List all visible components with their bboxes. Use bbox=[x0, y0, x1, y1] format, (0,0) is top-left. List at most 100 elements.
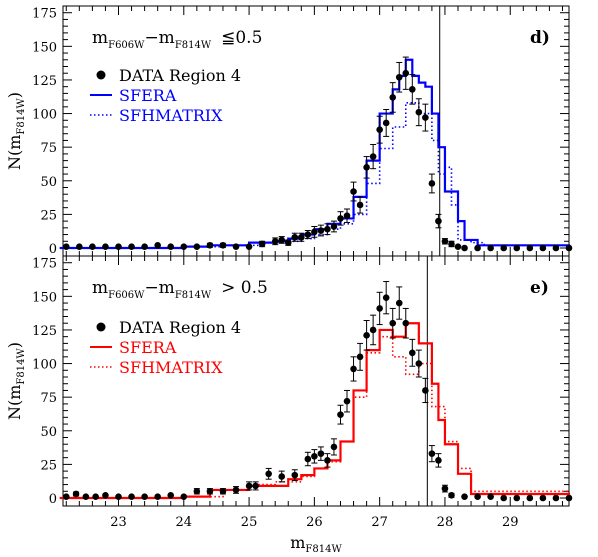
data-point bbox=[350, 188, 357, 195]
legend-sfhmatrix-label: SFHMATRIX bbox=[119, 106, 223, 125]
data-point bbox=[441, 237, 449, 245]
y-tick-label: 75 bbox=[40, 391, 57, 406]
data-point bbox=[448, 240, 455, 248]
y-tick-label: 150 bbox=[32, 290, 57, 305]
y-tick-label: 25 bbox=[40, 458, 57, 473]
y-tick-label: 150 bbox=[32, 40, 57, 55]
data-point bbox=[500, 244, 508, 252]
data-point bbox=[500, 494, 508, 502]
data-point bbox=[526, 494, 534, 502]
data-point bbox=[324, 457, 331, 464]
x-tick-label: 28 bbox=[437, 515, 454, 530]
data-point bbox=[167, 243, 175, 250]
legend-data-label: DATA Region 4 bbox=[119, 66, 241, 85]
x-tick-label: 25 bbox=[241, 515, 258, 530]
data-point bbox=[330, 443, 338, 451]
data-point bbox=[291, 471, 299, 479]
data-point bbox=[102, 492, 109, 499]
x-tick-label: 24 bbox=[176, 515, 193, 530]
legend-sfhmatrix-label: SFHMATRIX bbox=[119, 358, 223, 377]
data-point bbox=[311, 228, 318, 236]
panel-e-frame bbox=[62, 255, 570, 507]
data-point bbox=[474, 244, 481, 252]
x-tick-label: 29 bbox=[502, 515, 519, 530]
data-point bbox=[278, 473, 286, 480]
data-point bbox=[350, 365, 357, 373]
data-point bbox=[102, 243, 109, 250]
data-point bbox=[376, 305, 383, 312]
data-point bbox=[363, 332, 370, 339]
data-point bbox=[271, 237, 279, 245]
data-point bbox=[304, 231, 312, 238]
y-tick-label: 100 bbox=[32, 358, 57, 373]
y-tick-label: 0 bbox=[49, 242, 57, 257]
panel-d-legend: DATA Region 4 SFERA SFHMATRIX bbox=[90, 66, 241, 125]
data-point bbox=[389, 319, 397, 327]
panel-d-ylabel: N(mF814W) bbox=[5, 92, 27, 170]
y-tick-label: 50 bbox=[40, 175, 57, 190]
data-point bbox=[232, 486, 240, 494]
sfhmatrix-histogram bbox=[59, 335, 570, 499]
y-tick-label: 175 bbox=[32, 7, 57, 22]
data-point bbox=[376, 126, 383, 133]
data-point bbox=[382, 119, 390, 127]
data-point bbox=[356, 353, 364, 361]
svg-text:mF606W−mF814W> 0.5: mF606W−mF814W > 0.5 bbox=[92, 278, 268, 301]
data-point bbox=[304, 455, 312, 463]
data-point bbox=[193, 487, 201, 495]
data-point bbox=[258, 240, 266, 248]
data-point bbox=[539, 244, 547, 252]
data-point bbox=[487, 493, 494, 500]
panel-d-label: d) bbox=[530, 28, 550, 48]
data-point bbox=[441, 485, 449, 492]
svg-text:mF606W−mF814W≦0.5: mF606W−mF814W ≦0.5 bbox=[92, 28, 262, 51]
data-point bbox=[415, 360, 423, 367]
data-point bbox=[193, 243, 201, 250]
data-point bbox=[487, 244, 494, 252]
plot-layer bbox=[59, 6, 573, 506]
panel-d-condition: mF606W−mF814W ≦0.5 bbox=[92, 28, 262, 51]
data-point bbox=[128, 493, 135, 500]
data-point bbox=[76, 243, 83, 250]
x-tick-label: 27 bbox=[371, 515, 388, 530]
data-point bbox=[82, 493, 90, 500]
data-point bbox=[219, 487, 227, 495]
data-point bbox=[167, 492, 175, 499]
data-point bbox=[435, 457, 442, 464]
data-point bbox=[526, 244, 534, 252]
data-point bbox=[141, 243, 148, 250]
data-point bbox=[552, 494, 560, 502]
data-point bbox=[324, 225, 331, 233]
y-tick-label: 75 bbox=[40, 141, 57, 156]
panel-e-ylabel: N(mF814W) bbox=[5, 342, 27, 420]
y-tick-label: 125 bbox=[32, 324, 57, 339]
data-point bbox=[363, 164, 370, 171]
y-tick-label: 25 bbox=[40, 208, 57, 223]
data-point bbox=[284, 239, 292, 246]
data-point bbox=[422, 387, 429, 394]
data-point bbox=[461, 244, 468, 252]
data-point bbox=[265, 470, 272, 478]
data-point bbox=[92, 493, 99, 500]
sfhmatrix-histogram bbox=[59, 102, 570, 249]
data-point bbox=[422, 114, 429, 121]
data-point bbox=[356, 201, 364, 209]
data-point bbox=[513, 244, 521, 252]
data-point bbox=[454, 243, 462, 250]
y-tick-label: 175 bbox=[32, 257, 57, 272]
data-point bbox=[72, 490, 80, 498]
data-point bbox=[62, 243, 70, 250]
data-point bbox=[180, 243, 188, 250]
data-point bbox=[382, 294, 390, 301]
data-point bbox=[317, 450, 325, 457]
data-point bbox=[395, 299, 403, 307]
panel-e-condition: mF606W−mF814W > 0.5 bbox=[92, 278, 268, 301]
data-point bbox=[552, 244, 560, 252]
data-point bbox=[115, 493, 122, 500]
ticks-layer: 0255075100125150175025507510012515017523… bbox=[32, 6, 569, 530]
data-point bbox=[298, 233, 305, 241]
legend-data-marker bbox=[96, 322, 106, 332]
data-point bbox=[448, 492, 455, 499]
x-tick-label: 23 bbox=[110, 515, 127, 530]
panel-e-label: e) bbox=[530, 278, 549, 298]
